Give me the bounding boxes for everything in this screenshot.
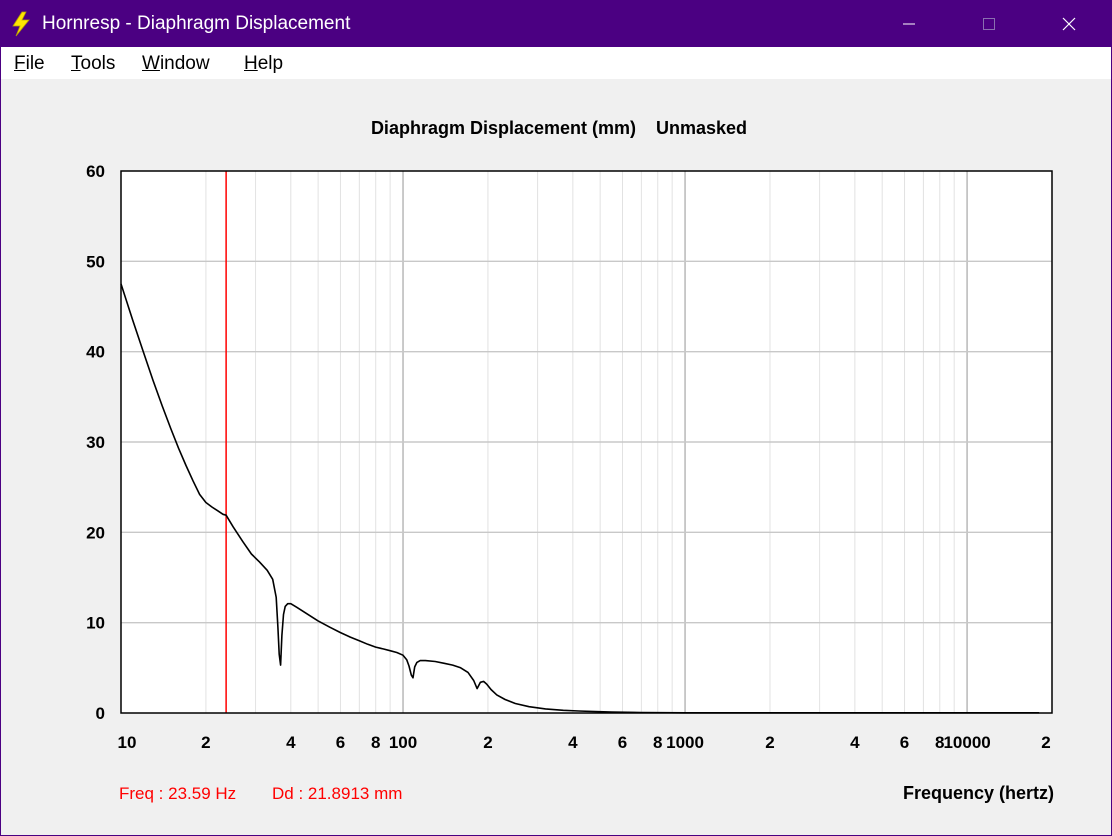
y-tick-label: 60 <box>86 162 105 181</box>
x-tick-label: 6 <box>618 733 627 752</box>
y-tick-label: 50 <box>86 252 105 271</box>
minimize-icon <box>903 23 915 25</box>
chart-title: Diaphragm Displacement (mm) Unmasked <box>371 118 747 138</box>
x-tick-label: 6 <box>336 733 345 752</box>
menu-window-mnemonic: W <box>142 53 160 74</box>
displacement-chart[interactable]: Diaphragm Displacement (mm) Unmasked 0 10 2… <box>1 79 1111 835</box>
maximize-icon <box>983 18 995 30</box>
x-axis-label: Frequency (hertz) <box>903 783 1054 803</box>
close-icon <box>1062 17 1076 31</box>
x-tick-label: 2 <box>201 733 210 752</box>
menu-help[interactable]: Help <box>244 53 283 75</box>
x-tick-label: 1000 <box>666 733 704 752</box>
x-tick-label: 100 <box>389 733 417 752</box>
close-button[interactable] <box>1029 1 1109 47</box>
x-tick-label: 2 <box>1041 733 1050 752</box>
x-tick-label: 10000 <box>943 733 990 752</box>
menu-help-label: elp <box>257 53 284 74</box>
menu-file-label: ile <box>25 53 45 74</box>
y-tick-label: 10 <box>86 614 105 633</box>
minimize-button[interactable] <box>869 1 949 47</box>
x-tick-label: 10 <box>118 733 137 752</box>
x-tick-label: 8 <box>653 733 662 752</box>
title-bar[interactable]: Hornresp - Diaphragm Displacement <box>1 1 1111 47</box>
status-frequency: Freq : 23.59 Hz <box>119 784 236 803</box>
y-tick-label: 40 <box>86 343 105 362</box>
menu-file[interactable]: File <box>14 53 45 75</box>
menu-bar: File Tools Window Help <box>1 47 1111 79</box>
y-tick-label: 20 <box>86 523 105 542</box>
y-tick-label: 0 <box>96 704 105 723</box>
x-tick-label: 2 <box>483 733 492 752</box>
menu-window-label: indow <box>159 53 210 74</box>
x-tick-label: 4 <box>568 733 578 752</box>
lightning-bolt-icon <box>12 11 30 37</box>
plot-frame <box>120 170 1053 714</box>
menu-help-mnemonic: H <box>244 53 258 74</box>
series-line <box>120 283 1040 714</box>
menu-tools-mnemonic: T <box>71 53 81 74</box>
x-tick-label: 4 <box>850 733 860 752</box>
chart-title-suffix: Unmasked <box>656 118 747 138</box>
menu-tools-label: ools <box>80 53 116 74</box>
x-tick-label: 4 <box>286 733 296 752</box>
x-tick-label: 8 <box>935 733 944 752</box>
menu-window[interactable]: Window <box>142 53 210 75</box>
x-tick-label: 8 <box>371 733 380 752</box>
status-displacement: Dd : 21.8913 mm <box>272 784 402 803</box>
maximize-button[interactable] <box>949 1 1029 47</box>
grid-lines <box>121 171 1052 713</box>
menu-tools[interactable]: Tools <box>71 53 115 75</box>
window-title: Hornresp - Diaphragm Displacement <box>42 13 351 34</box>
menu-file-mnemonic: F <box>14 53 26 74</box>
x-tick-label: 6 <box>900 733 909 752</box>
y-tick-label: 30 <box>86 433 105 452</box>
chart-title-main: Diaphragm Displacement (mm) <box>371 118 636 138</box>
y-tick-labels: 0 10 20 30 40 50 60 <box>86 162 105 723</box>
x-tick-label: 2 <box>765 733 774 752</box>
